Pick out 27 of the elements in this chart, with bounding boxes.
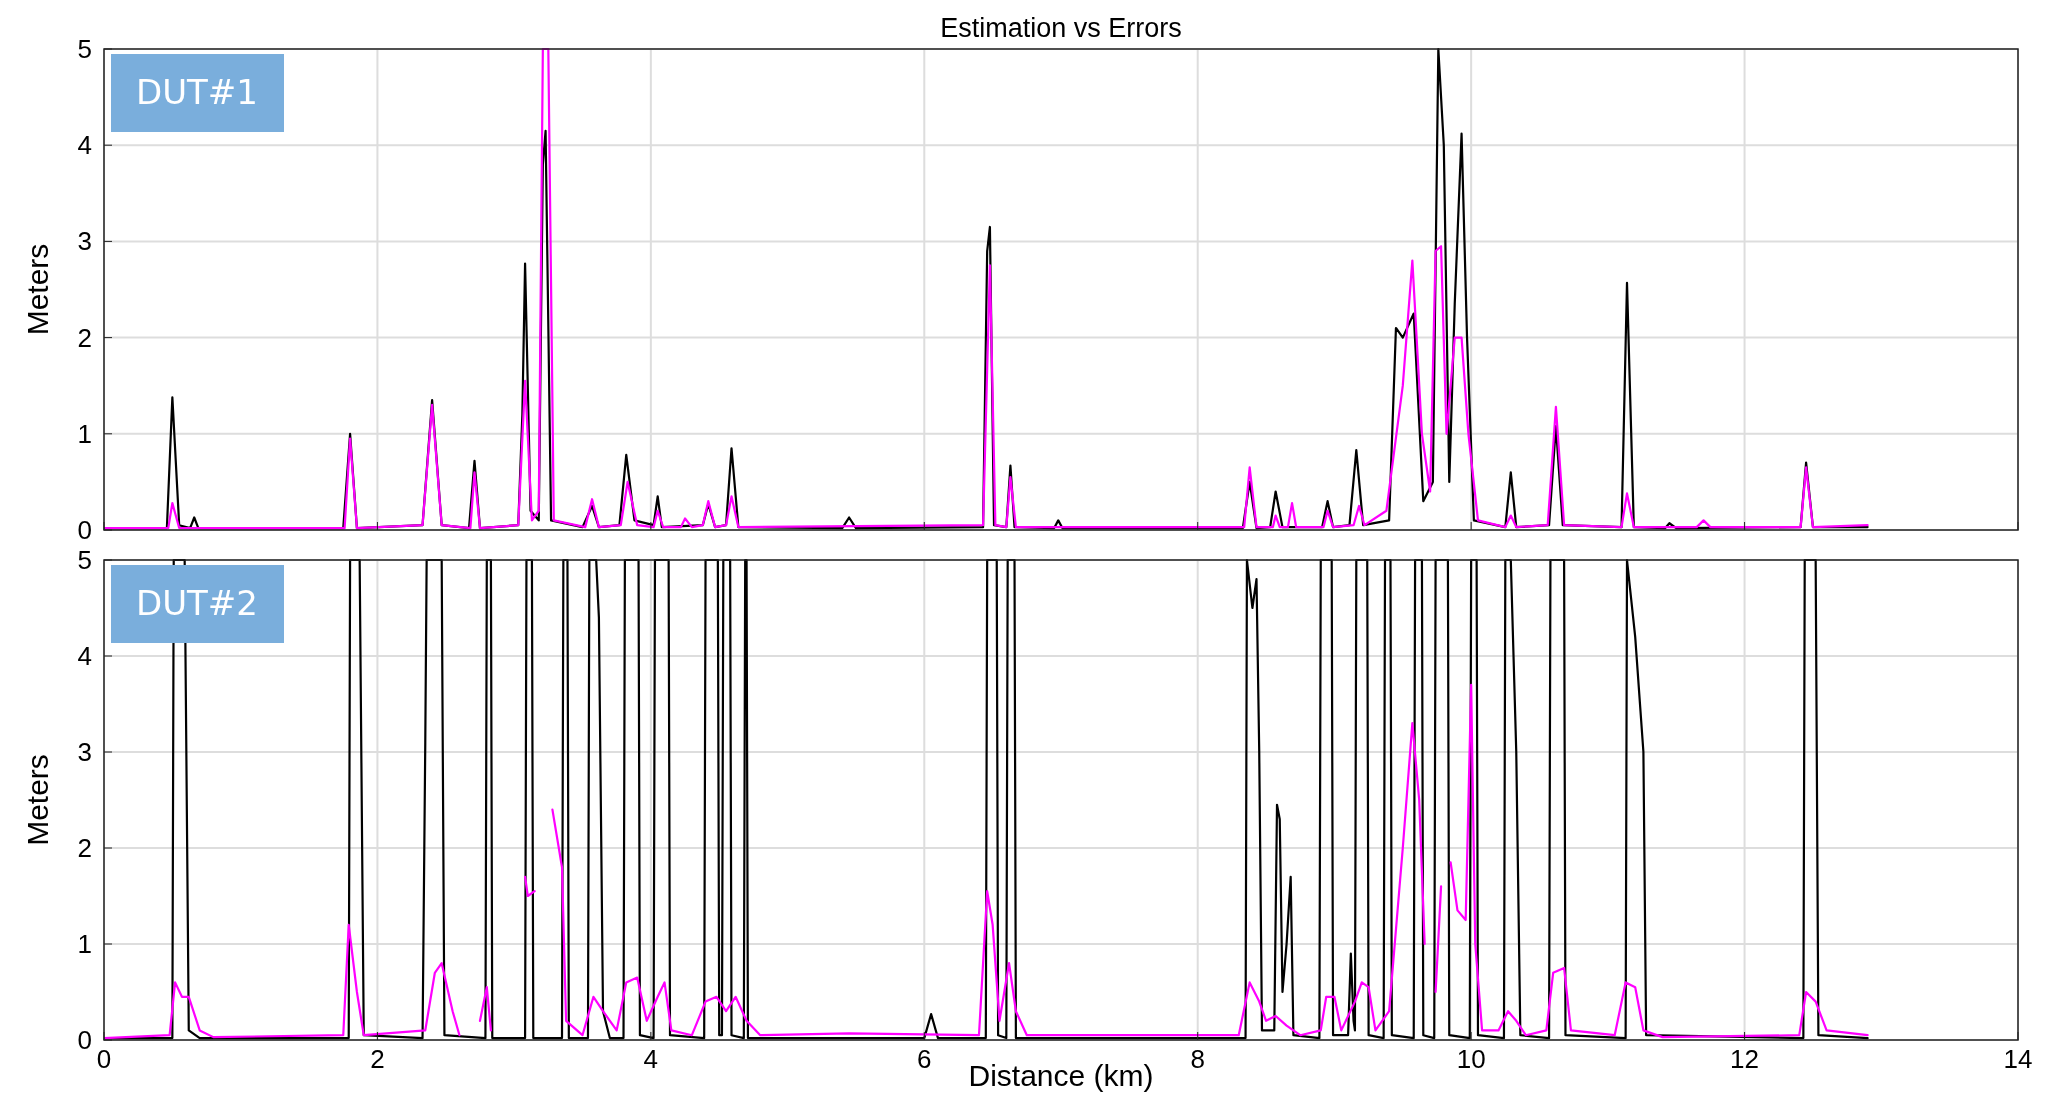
x-axis-title: Distance (km) [968,1059,1154,1092]
y-tick-label: 0 [77,1025,92,1055]
y-tick-label: 5 [77,545,92,575]
x-tick-label: 12 [1730,1044,1760,1074]
y-tick-label: 3 [77,737,92,767]
y-tick-label: 2 [77,833,92,863]
y-axis-title: Meters [21,243,54,336]
y-tick-label: 4 [77,641,92,671]
annotation: DUT#2 [136,583,258,623]
annotation: DUT#1 [136,72,258,112]
x-tick-label: 8 [1190,1044,1205,1074]
y-tick-label: 0 [77,515,92,545]
y-tick-label: 2 [77,322,92,353]
x-tick-label: 0 [96,1044,112,1074]
y-tick-label: 5 [77,34,92,64]
y-tick-label: 1 [77,929,92,959]
x-tick-label: 6 [917,1044,932,1074]
x-tick-label: 10 [1456,1044,1486,1074]
x-tick-label: 14 [2003,1044,2033,1074]
x-tick-label: 2 [370,1044,385,1074]
chart-title: Estimation vs Errors [940,13,1182,43]
y-tick-label: 3 [77,226,92,257]
y-tick-label: 4 [77,130,92,161]
x-tick-label: 4 [643,1044,659,1074]
y-tick-label: 1 [77,418,92,449]
line-series [104,47,1869,530]
y-axis-title: Meters [21,754,54,846]
